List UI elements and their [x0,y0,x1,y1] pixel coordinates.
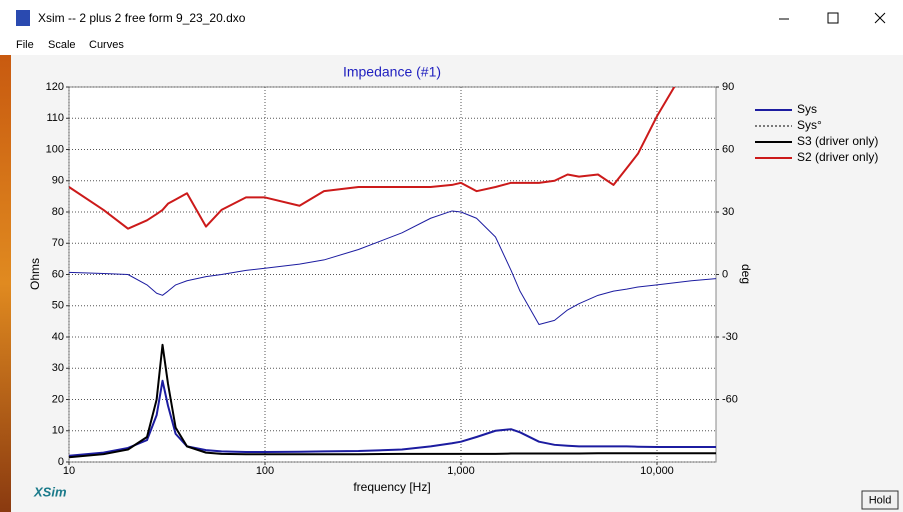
y-tick-label: 20 [52,393,64,405]
menu-item[interactable]: Scale [48,39,76,51]
legend-label: S3 (driver only) [797,134,878,148]
series-line [69,379,716,457]
hold-button-label[interactable]: Hold [869,494,892,506]
close-button[interactable] [874,12,886,24]
plot: 0102030405060708090100110120-60-30030609… [46,81,879,477]
hold-button[interactable] [861,490,899,510]
logo: XSim [33,484,67,499]
menu-item[interactable]: Curves [89,39,124,51]
y2-tick-label: 60 [722,143,734,155]
y-tick-label: 120 [46,81,64,93]
x-axis-label: frequency [Hz] [353,480,430,494]
desktop-strip [0,55,11,512]
series-line [69,343,716,459]
plot-area [68,86,717,463]
y2-tick-label: 90 [722,81,734,93]
y2-tick-label: 30 [722,206,734,218]
y-tick-label: 60 [52,268,64,280]
y-tick-label: 30 [52,362,64,374]
y2-tick-label: -60 [722,393,738,405]
series-line [69,210,716,325]
y-tick-label: 0 [58,456,64,468]
app-icon [16,10,30,26]
y2-axis-label: deg [739,264,753,284]
menu-bar [0,36,903,55]
y2-tick-label: 0 [722,268,728,280]
y-tick-label: 80 [52,206,64,218]
series-line [69,87,676,230]
y-axis-label: Ohms [28,258,42,290]
y-tick-label: 70 [52,237,64,249]
window-title: Xsim -- 2 plus 2 free form 9_23_20.dxo [38,11,246,25]
y-tick-label: 40 [52,331,64,343]
legend-label: Sys° [797,118,822,132]
x-tick-label: 10 [63,465,75,477]
chart-title: Impedance (#1) [343,64,441,80]
y-tick-label: 50 [52,300,64,312]
title-bar [0,0,903,36]
menu-item[interactable]: File [16,39,34,51]
y-tick-label: 10 [52,425,64,437]
maximize-button[interactable] [827,12,839,24]
legend-label: S2 (driver only) [797,150,878,164]
y2-tick-label: -30 [722,331,738,343]
y-tick-label: 100 [46,143,64,155]
y-tick-label: 90 [52,175,64,187]
x-tick-label: 10,000 [640,465,674,477]
x-tick-label: 1,000 [447,465,475,477]
x-tick-label: 100 [256,465,274,477]
y-tick-label: 110 [46,112,64,124]
legend-label: Sys [797,102,817,116]
